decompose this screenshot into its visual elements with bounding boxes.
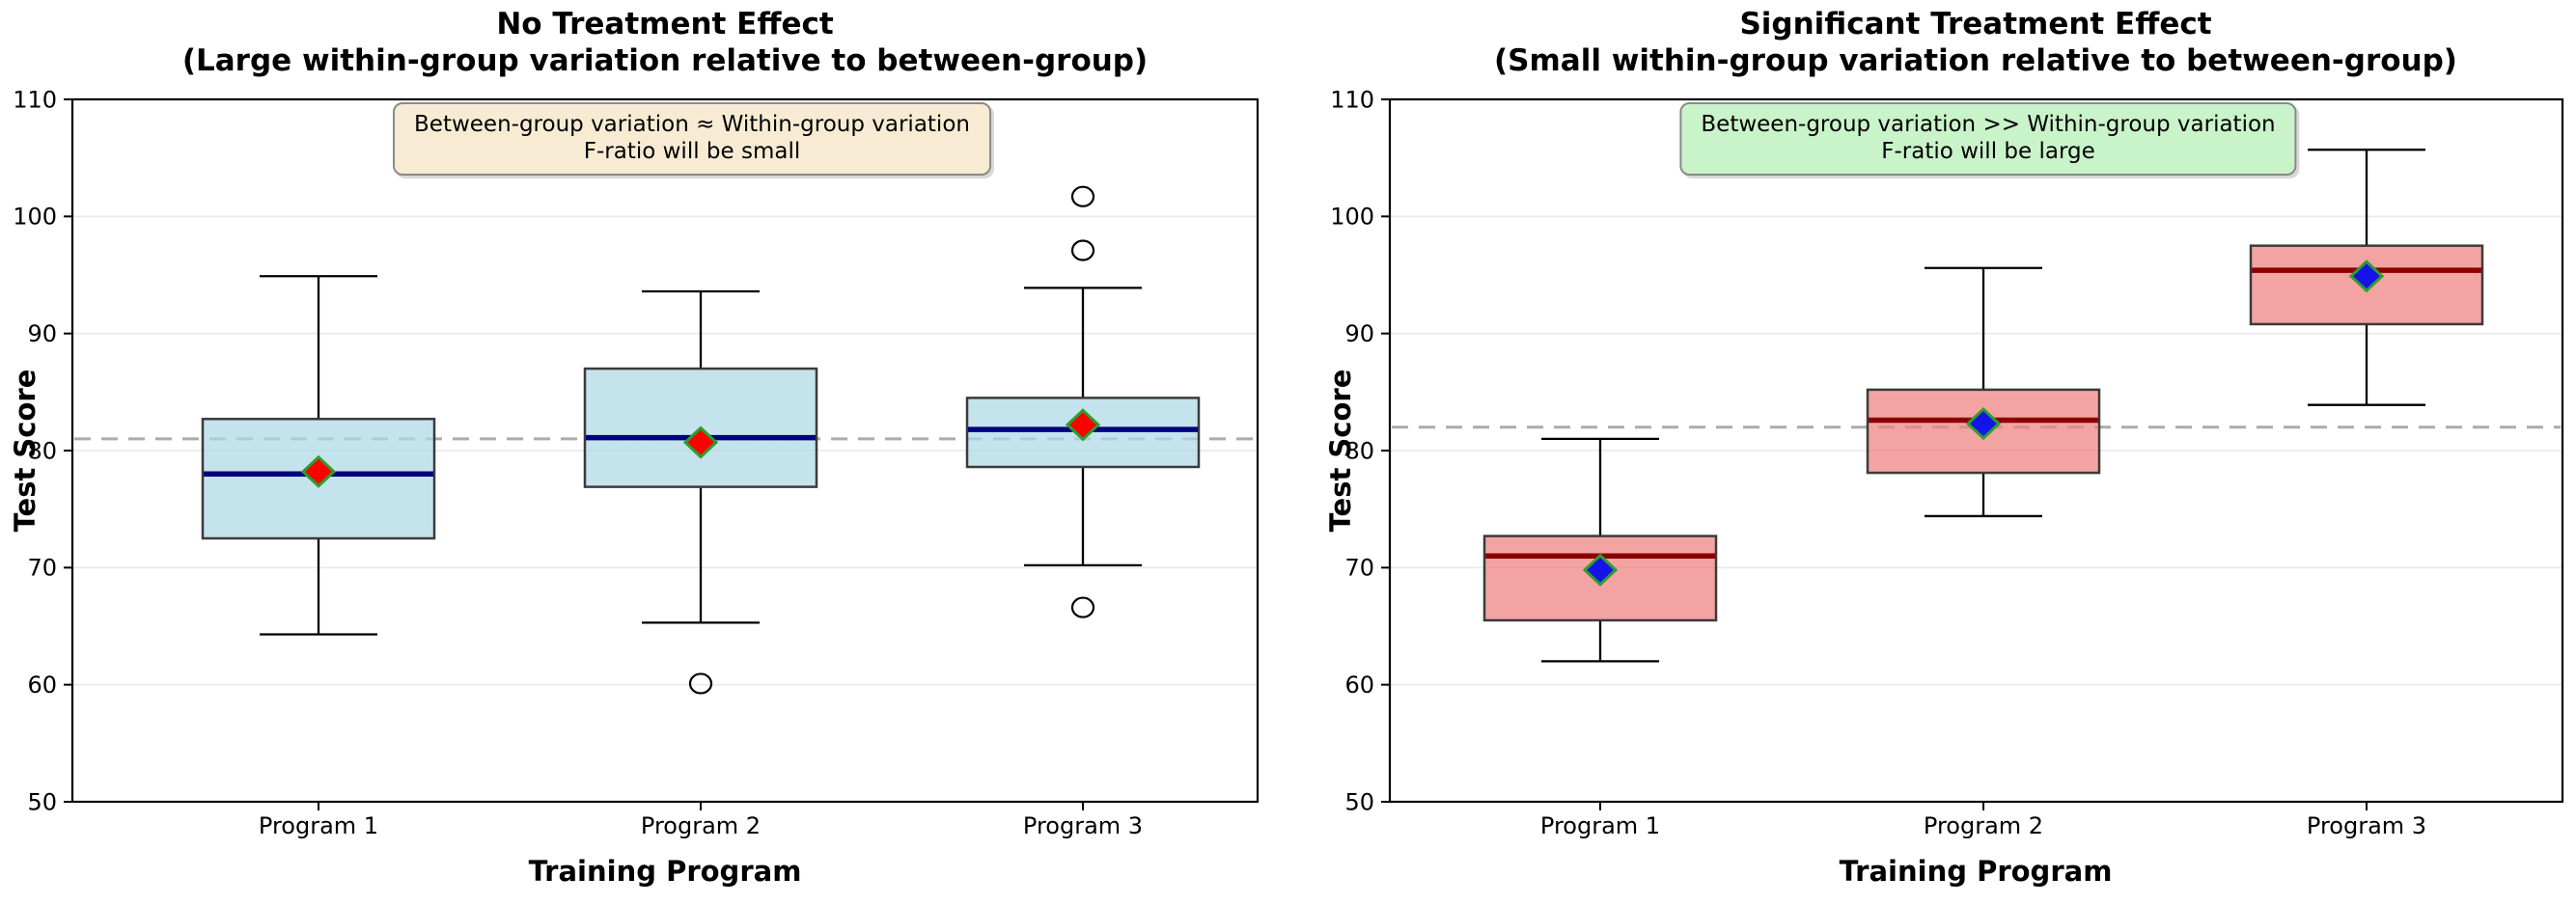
outlier-point: [1070, 239, 1095, 261]
iqr-box: [2249, 244, 2484, 326]
y-tick-label-60: 60: [27, 672, 57, 699]
y-tick-label-100: 100: [1330, 204, 1374, 231]
y-tick-label-70: 70: [1344, 555, 1374, 582]
y-tick-label-70: 70: [27, 555, 57, 582]
right-panel-subtitle: (Small within-group variation relative t…: [1494, 43, 2457, 78]
y-tick-label-100: 100: [13, 204, 57, 231]
outlier-point: [1070, 596, 1095, 618]
mean-marker: [1582, 553, 1619, 587]
y-tick-label-90: 90: [27, 320, 57, 347]
x-tick-label-1: Program 1: [259, 812, 378, 839]
right-box-program-3: [2249, 149, 2484, 406]
right-x-axis-label: Training Program: [1839, 855, 2113, 888]
x-tick-label-3: Program 3: [1023, 812, 1143, 839]
y-tick-label-50: 50: [27, 788, 57, 815]
outlier-point: [1070, 185, 1095, 207]
left-panel-subtitle: (Large within-group variation relative t…: [181, 43, 1149, 78]
x-tick-label-1: Program 1: [1540, 812, 1660, 839]
left-annotation-line2: F-ratio will be small: [583, 139, 801, 164]
mean-marker: [1965, 407, 2002, 441]
left-panel-title: No Treatment Effect: [496, 7, 834, 41]
left-annotation-line1: Between-group variation ≈ Within-group v…: [414, 112, 970, 137]
y-tick-label-110: 110: [1330, 86, 1374, 113]
right-plot-area: 50 60 70 80 90 100 110 Program 1 Program 2 Progra…: [1330, 86, 2564, 839]
x-tick-label-2: Program 2: [1924, 812, 2043, 839]
right-annotation-line2: F-ratio will be large: [1881, 139, 2095, 164]
left-box-program-2: [583, 289, 818, 695]
y-tick-label-80: 80: [27, 437, 57, 464]
left-y-axis-label: Test Score: [9, 369, 42, 533]
y-tick-label-50: 50: [1344, 788, 1374, 815]
y-tick-label-110: 110: [13, 86, 57, 113]
mean-marker: [1065, 408, 1101, 442]
left-x-axis-label: Training Program: [528, 855, 802, 888]
x-tick-label-3: Program 3: [2307, 812, 2426, 839]
mean-marker: [300, 454, 337, 488]
left-annotation-box: Between-group variation ≈ Within-group v…: [393, 102, 991, 176]
right-panel-title: Significant Treatment Effect: [1739, 7, 2212, 41]
mean-marker: [682, 425, 719, 459]
x-tick-label-2: Program 2: [641, 812, 761, 839]
right-annotation-box: Between-group variation >> Within-group …: [1679, 102, 2297, 176]
left-box-program-1: [201, 275, 436, 636]
left-plot-area: 50 60 70 80 90 100 110 Program 1 Program 2 Progra…: [13, 86, 1260, 839]
right-axes-frame: [1388, 97, 2564, 804]
right-box-program-2: [1866, 266, 2101, 518]
y-tick-label-60: 60: [1344, 672, 1374, 699]
y-tick-label-90: 90: [1344, 320, 1374, 347]
right-annotation-line1: Between-group variation >> Within-group …: [1701, 112, 2276, 137]
right-box-program-1: [1482, 437, 1718, 663]
left-axes-frame: [70, 97, 1260, 804]
right-y-axis-label: Test Score: [1324, 369, 1357, 533]
mean-marker: [2348, 260, 2385, 293]
left-box-program-3: [965, 185, 1201, 618]
outlier-point: [688, 672, 713, 695]
y-tick-label-80: 80: [1344, 437, 1374, 464]
